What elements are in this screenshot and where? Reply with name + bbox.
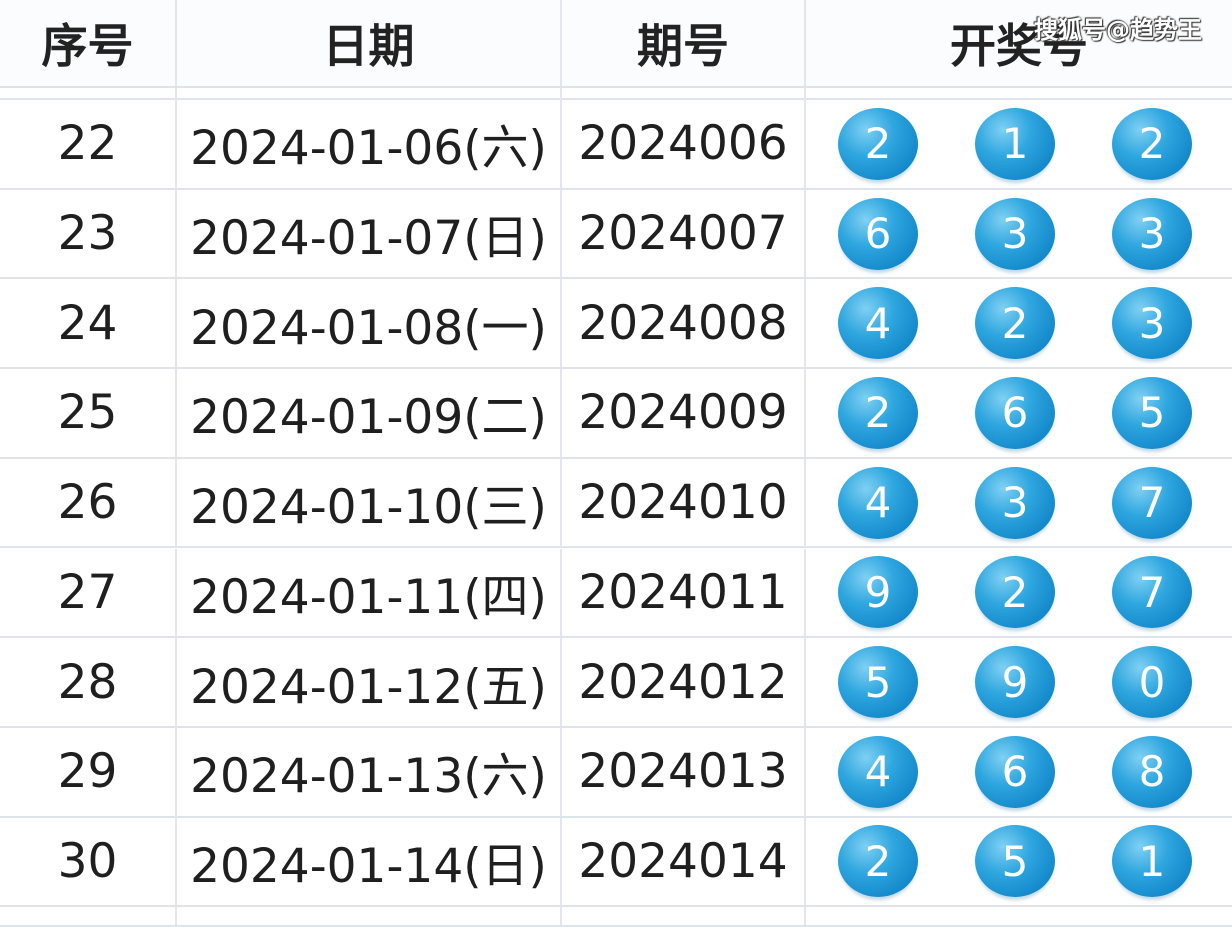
- table-row: 28 2024-01-12(五) 2024012 5 9 0: [0, 638, 1232, 728]
- row-issue: 2024014: [562, 817, 806, 906]
- number-ball: 1: [975, 107, 1055, 180]
- row-issue: 2024007: [562, 189, 806, 278]
- partial-cell: [0, 88, 177, 100]
- partial-row-above: [0, 88, 1232, 100]
- row-index: 25: [0, 369, 177, 457]
- number-ball: 3: [975, 466, 1055, 539]
- number-ball: 2: [1112, 107, 1192, 180]
- row-date: 2024-01-08(一): [177, 279, 562, 368]
- number-ball: 2: [838, 825, 918, 898]
- row-issue: 2024008: [562, 279, 806, 368]
- partial-cell: [0, 907, 177, 926]
- row-index: 22: [0, 100, 177, 188]
- row-date: 2024-01-10(三): [177, 458, 562, 547]
- number-ball: 9: [838, 556, 918, 629]
- row-date: 2024-01-13(六): [177, 727, 562, 816]
- row-issue: 2024006: [562, 100, 806, 188]
- number-ball: 3: [975, 197, 1055, 270]
- number-ball: 7: [1112, 466, 1192, 539]
- row-index: 24: [0, 279, 177, 368]
- row-date: 2024-01-07(日): [177, 189, 562, 278]
- row-index: 30: [0, 817, 177, 906]
- partial-cell: [562, 88, 806, 100]
- table-row: 24 2024-01-08(一) 2024008 4 2 3: [0, 279, 1232, 370]
- partial-row-below: [0, 907, 1232, 927]
- number-ball: 3: [1112, 287, 1192, 360]
- partial-cell: [177, 907, 562, 926]
- number-ball: 9: [975, 646, 1055, 719]
- number-ball: 4: [838, 735, 918, 808]
- table-row: 23 2024-01-07(日) 2024007 6 3 3: [0, 189, 1232, 280]
- header-index: 序号: [0, 0, 177, 86]
- row-date: 2024-01-14(日): [177, 817, 562, 906]
- number-ball: 5: [975, 825, 1055, 898]
- number-ball: 5: [838, 646, 918, 719]
- number-ball: 5: [1112, 376, 1192, 449]
- row-date: 2024-01-11(四): [177, 548, 562, 637]
- row-index: 26: [0, 458, 177, 547]
- table-row: 30 2024-01-14(日) 2024014 2 5 1: [0, 817, 1232, 908]
- row-index: 27: [0, 548, 177, 637]
- number-ball: 6: [838, 197, 918, 270]
- number-ball: 4: [838, 466, 918, 539]
- number-ball: 6: [975, 735, 1055, 808]
- table-row: 29 2024-01-13(六) 2024013 4 6 8: [0, 727, 1232, 818]
- number-ball: 3: [1112, 197, 1192, 270]
- number-ball: 0: [1112, 646, 1192, 719]
- header-numbers: 开奖号: [806, 0, 1232, 86]
- number-ball: 2: [975, 287, 1055, 360]
- table-row: 27 2024-01-11(四) 2024011 9 2 7: [0, 548, 1232, 639]
- number-ball: 8: [1112, 735, 1192, 808]
- table-header: 序号 日期 期号 开奖号: [0, 0, 1232, 88]
- partial-cell: [177, 88, 562, 100]
- row-date: 2024-01-06(六): [177, 100, 562, 188]
- partial-cell: [806, 907, 1232, 925]
- row-index: 29: [0, 727, 177, 816]
- row-index: 28: [0, 638, 177, 726]
- partial-cell: [562, 907, 806, 926]
- number-ball: 6: [975, 376, 1055, 449]
- number-ball: 7: [1112, 556, 1192, 629]
- row-issue: 2024011: [562, 548, 806, 637]
- table-row: 22 2024-01-06(六) 2024006 2 1 2: [0, 100, 1232, 190]
- partial-cell: [806, 88, 1232, 100]
- row-issue: 2024012: [562, 638, 806, 726]
- number-ball: 2: [838, 107, 918, 180]
- number-ball: 4: [838, 287, 918, 360]
- row-issue: 2024009: [562, 369, 806, 457]
- row-date: 2024-01-12(五): [177, 638, 562, 726]
- row-issue: 2024013: [562, 727, 806, 816]
- row-index: 23: [0, 189, 177, 278]
- watermark: 搜狐号@趋势王: [1034, 16, 1202, 44]
- number-ball: 2: [975, 556, 1055, 629]
- table-row: 26 2024-01-10(三) 2024010 4 3 7: [0, 458, 1232, 549]
- number-ball: 2: [838, 376, 918, 449]
- header-date: 日期: [177, 0, 562, 86]
- row-issue: 2024010: [562, 458, 806, 547]
- table-row: 25 2024-01-09(二) 2024009 2 6 5: [0, 369, 1232, 459]
- row-date: 2024-01-09(二): [177, 369, 562, 457]
- number-ball: 1: [1112, 825, 1192, 898]
- header-issue: 期号: [562, 0, 806, 86]
